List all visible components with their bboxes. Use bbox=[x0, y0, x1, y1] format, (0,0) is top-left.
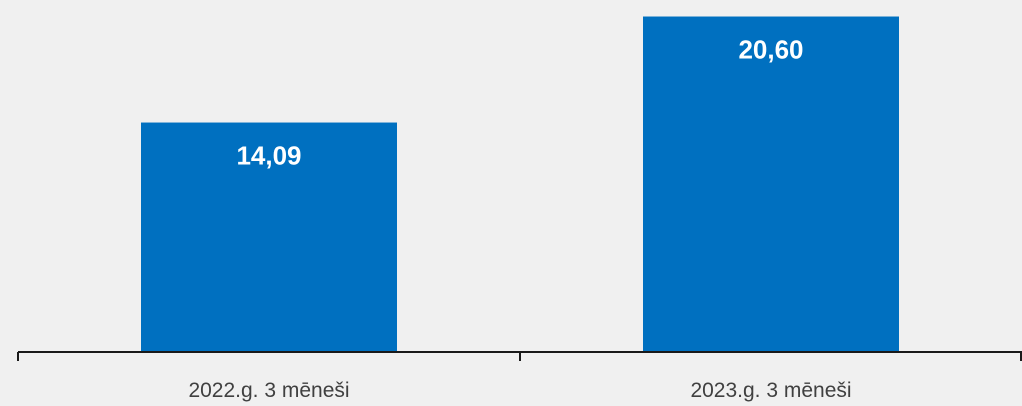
category-tick-label: 2023.g. 3 mēneši bbox=[690, 379, 851, 402]
bar-1 bbox=[141, 122, 397, 352]
x-axis bbox=[17, 351, 1022, 361]
category-tick-label: 2022.g. 3 mēneši bbox=[188, 379, 349, 402]
labels-layer: 14,09 2022.g. 3 mēneši 20,60 2023.g. 3 mēne… bbox=[188, 35, 851, 402]
bar-2 bbox=[643, 16, 899, 353]
bar-value-label: 14,09 bbox=[236, 141, 301, 171]
bar-value-label: 20,60 bbox=[738, 35, 803, 65]
bars-layer bbox=[141, 16, 899, 353]
